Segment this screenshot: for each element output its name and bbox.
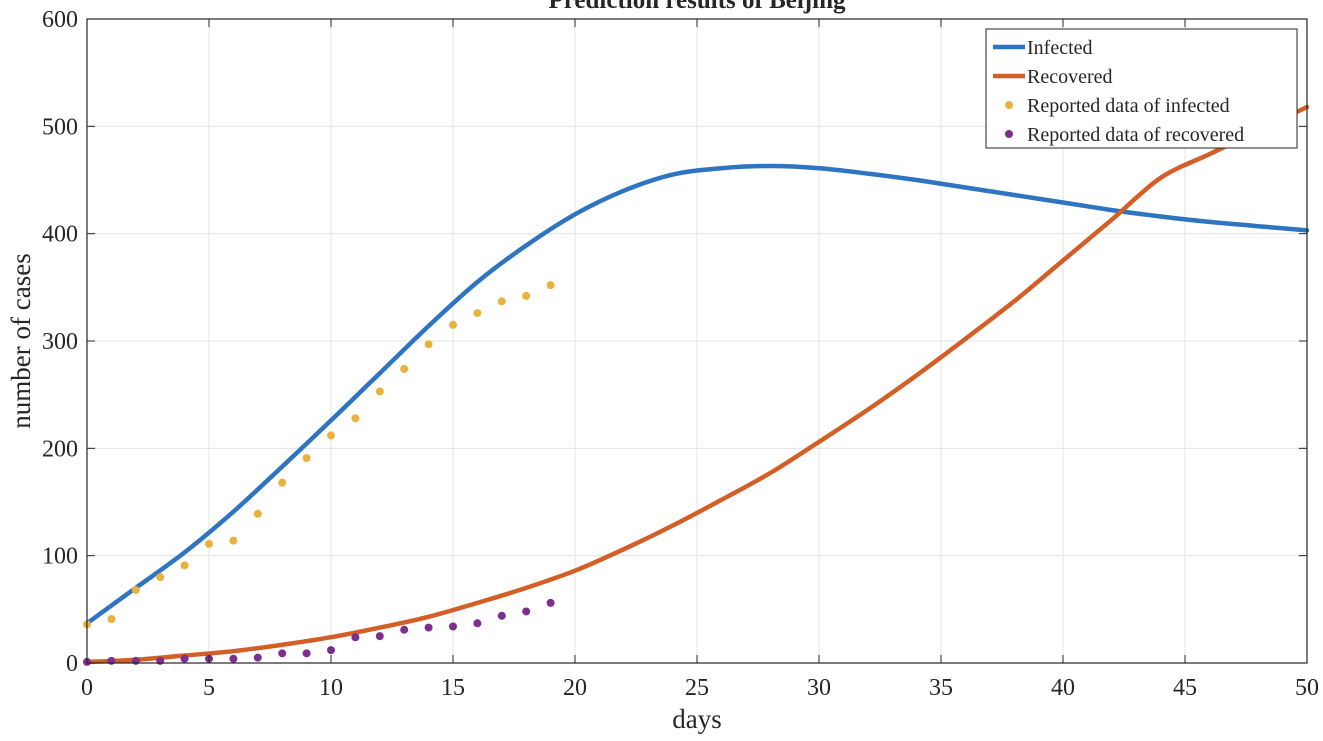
legend-box: [985, 28, 1298, 149]
series-layer: [83, 104, 1310, 666]
y-axis-label: number of cases: [6, 253, 36, 428]
legend-label-infected: Infected: [1027, 37, 1093, 59]
data-point-reported-data-of-recovered: [546, 598, 555, 607]
data-point-reported-data-of-recovered: [278, 649, 287, 658]
y-tick-label: 0: [66, 651, 78, 677]
x-tick-label: 10: [319, 675, 343, 701]
data-point-reported-data-of-recovered: [229, 654, 238, 663]
data-point-reported-data-of-recovered: [156, 656, 165, 665]
legend-label-reported-data-of-infected: Reported data of infected: [1027, 95, 1230, 117]
y-tick-label: 500: [42, 114, 78, 140]
chart-title: Prediction results of Beijing: [549, 0, 846, 14]
series-line-infected: [84, 163, 1310, 626]
data-point-reported-data-of-recovered: [497, 611, 506, 620]
data-point-reported-data-of-infected: [449, 320, 457, 329]
y-tick-label: 600: [42, 7, 78, 33]
y-tick-label: 200: [42, 436, 78, 462]
x-tick-label: 35: [929, 675, 953, 701]
data-point-reported-data-of-infected: [424, 340, 433, 349]
data-point-reported-data-of-infected: [546, 281, 555, 290]
data-point-reported-data-of-infected: [156, 573, 165, 582]
data-point-reported-data-of-recovered: [327, 646, 335, 655]
data-point-reported-data-of-recovered: [253, 653, 262, 662]
legend-swatch-reported-data-of-recovered: [1005, 130, 1013, 138]
y-tick-label: 100: [42, 544, 78, 570]
x-tick-label: 30: [807, 675, 831, 701]
data-point-reported-data-of-infected: [351, 414, 360, 423]
x-tick-label: 50: [1295, 675, 1319, 701]
x-tick-label: 45: [1173, 675, 1197, 701]
data-point-reported-data-of-recovered: [424, 623, 433, 632]
legend-label-recovered: Recovered: [1027, 66, 1113, 88]
data-point-reported-data-of-recovered: [473, 619, 482, 628]
data-point-reported-data-of-infected: [180, 561, 189, 570]
data-point-reported-data-of-recovered: [131, 656, 140, 665]
data-point-reported-data-of-infected: [131, 586, 140, 595]
data-point-reported-data-of-infected: [522, 291, 531, 300]
data-point-reported-data-of-infected: [278, 478, 287, 487]
data-point-reported-data-of-recovered: [375, 632, 384, 641]
legend-swatch-reported-data-of-infected: [1005, 101, 1013, 109]
data-point-reported-data-of-infected: [327, 431, 335, 440]
x-tick-label: 0: [81, 675, 93, 701]
data-point-reported-data-of-infected: [497, 297, 506, 306]
legend: Infected Recovered Reported data of infect…: [985, 28, 1298, 149]
data-point-reported-data-of-recovered: [400, 625, 409, 634]
series-line-recovered: [84, 104, 1310, 665]
data-point-reported-data-of-recovered: [302, 649, 311, 658]
data-point-reported-data-of-recovered: [107, 656, 116, 665]
data-point-reported-data-of-infected: [253, 509, 262, 518]
x-tick-label: 5: [203, 675, 215, 701]
data-point-reported-data-of-recovered: [522, 607, 531, 616]
y-tick-label: 400: [42, 222, 78, 248]
x-tick-label: 20: [563, 675, 587, 701]
data-point-reported-data-of-infected: [375, 387, 384, 396]
data-point-reported-data-of-infected: [302, 453, 311, 462]
y-tick-label: 300: [42, 329, 78, 355]
data-point-reported-data-of-infected: [473, 309, 482, 318]
x-tick-label: 40: [1051, 675, 1075, 701]
data-point-reported-data-of-infected: [107, 614, 116, 623]
x-tick-label: 25: [685, 675, 709, 701]
data-point-reported-data-of-infected: [229, 536, 238, 545]
data-point-reported-data-of-recovered: [449, 622, 457, 631]
legend-label-reported-data-of-recovered: Reported data of recovered: [1027, 124, 1244, 146]
data-point-reported-data-of-recovered: [351, 633, 360, 642]
data-point-reported-data-of-infected: [400, 364, 409, 373]
x-tick-label: 15: [441, 675, 465, 701]
data-point-reported-data-of-recovered: [180, 654, 189, 663]
x-axis-label: days: [672, 704, 722, 734]
data-point-reported-data-of-infected: [205, 539, 213, 548]
